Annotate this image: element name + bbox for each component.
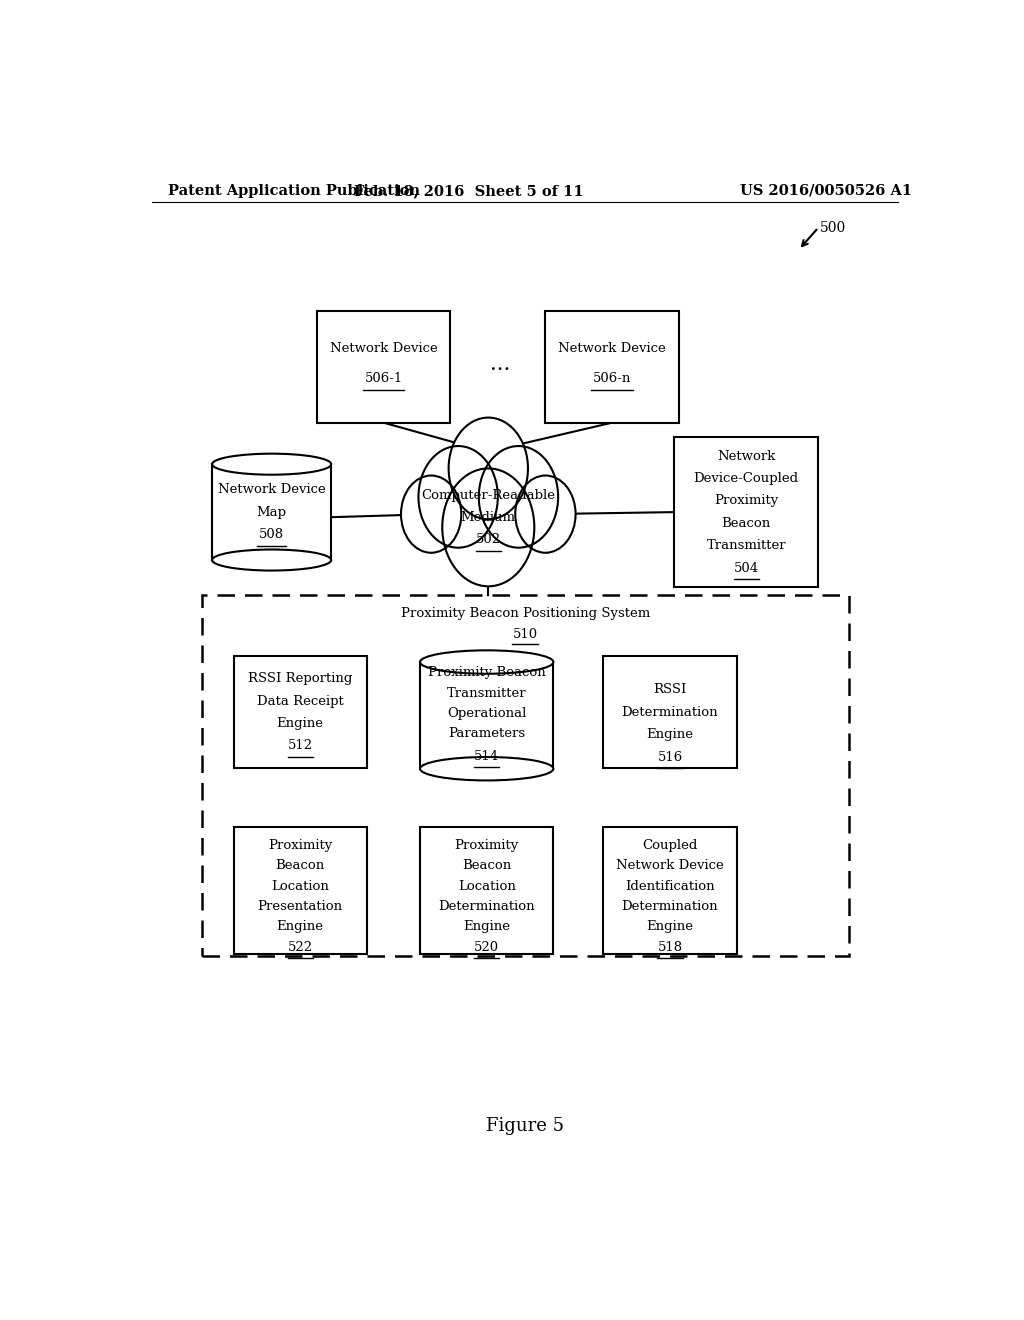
Bar [202,595,849,956]
Text: Beacon: Beacon [462,859,511,873]
Ellipse shape [212,454,331,475]
Text: 502: 502 [476,533,501,546]
Text: RSSI: RSSI [653,684,687,697]
Text: Engine: Engine [646,729,693,742]
Text: Location: Location [458,879,516,892]
Text: 518: 518 [657,941,683,953]
Text: Map: Map [257,506,287,519]
Text: Engine: Engine [463,920,510,933]
Text: Proximity Beacon: Proximity Beacon [428,667,546,680]
Text: Engine: Engine [276,920,324,933]
Text: Network Device: Network Device [616,859,724,873]
Bar [420,826,553,954]
Text: Beacon: Beacon [722,517,771,529]
Text: Coupled: Coupled [642,840,697,851]
Text: Device-Coupled: Device-Coupled [693,473,799,484]
Text: Data Receipt: Data Receipt [257,694,344,708]
Bar [603,826,736,954]
Text: RSSI Reporting: RSSI Reporting [248,672,352,685]
Text: Engine: Engine [646,920,693,933]
Text: Transmitter: Transmitter [707,539,786,552]
Text: Operational: Operational [447,706,526,719]
Text: Location: Location [271,879,329,892]
Circle shape [479,446,558,548]
Text: Determination: Determination [622,900,719,913]
Circle shape [515,475,575,553]
Text: Feb. 18, 2016  Sheet 5 of 11: Feb. 18, 2016 Sheet 5 of 11 [354,183,584,198]
Text: 510: 510 [513,627,538,640]
Text: 516: 516 [657,751,683,763]
Text: 500: 500 [820,222,846,235]
Text: Proximity: Proximity [714,495,778,507]
Bar [674,437,818,587]
Ellipse shape [420,651,553,673]
Bar [233,826,367,954]
Bar [212,465,331,560]
Text: Proximity: Proximity [455,840,519,851]
Text: 506-n: 506-n [593,372,631,385]
Text: Network Device: Network Device [218,483,326,496]
Circle shape [401,475,461,553]
Circle shape [419,446,498,548]
Text: Engine: Engine [276,717,324,730]
Text: Network Device: Network Device [330,342,437,355]
Text: 506-1: 506-1 [365,372,402,385]
Text: Patent Application Publication: Patent Application Publication [168,183,420,198]
Ellipse shape [212,549,331,570]
Circle shape [449,417,528,519]
Bar [546,312,679,422]
Text: Beacon: Beacon [275,859,325,873]
Text: Proximity Beacon Positioning System: Proximity Beacon Positioning System [400,607,650,620]
Text: Network: Network [717,450,775,463]
Text: Determination: Determination [622,706,719,719]
Text: 508: 508 [259,528,285,541]
Bar [233,656,367,768]
Text: Parameters: Parameters [449,727,525,741]
Text: 522: 522 [288,941,312,953]
Text: 520: 520 [474,941,500,953]
Bar [420,663,553,768]
Text: US 2016/0050526 A1: US 2016/0050526 A1 [740,183,912,198]
Text: Transmitter: Transmitter [446,686,526,700]
Text: Determination: Determination [438,900,535,913]
Text: Identification: Identification [626,879,715,892]
Text: 512: 512 [288,739,312,752]
Text: 504: 504 [733,561,759,574]
Ellipse shape [420,756,553,780]
Text: Figure 5: Figure 5 [485,1117,564,1135]
Circle shape [442,469,535,586]
Bar [316,312,451,422]
Text: Medium: Medium [461,511,516,524]
Text: Proximity: Proximity [268,840,333,851]
Text: Network Device: Network Device [558,342,666,355]
Text: 514: 514 [474,750,500,763]
Text: ...: ... [490,355,510,375]
Text: Presentation: Presentation [258,900,343,913]
Bar [603,656,736,768]
Text: Computer-Readable: Computer-Readable [421,490,555,503]
